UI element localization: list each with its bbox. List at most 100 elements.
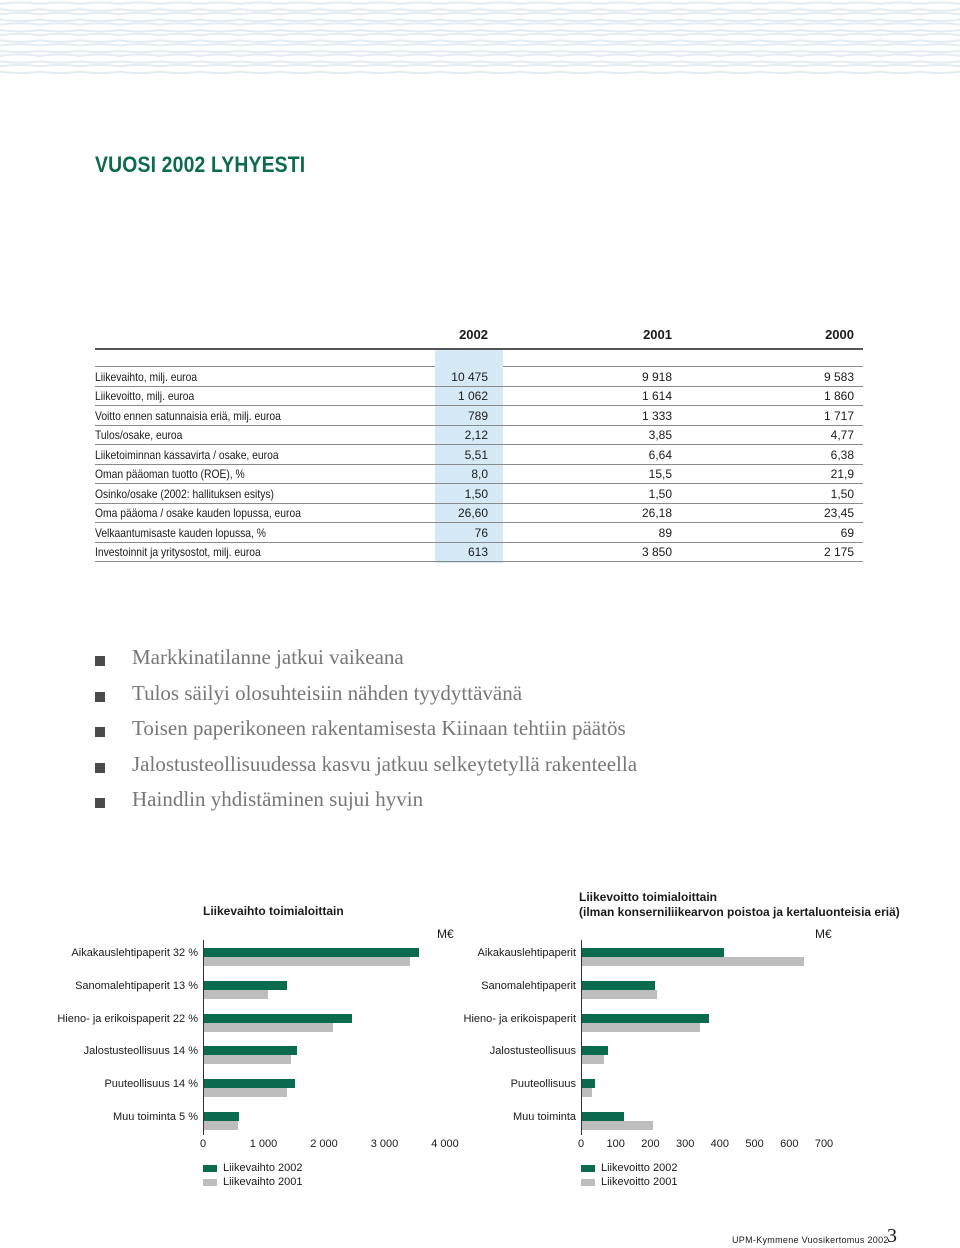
category-label: Sanomalehtipaperit	[481, 979, 576, 992]
liikevaihto-chart: Liikevaihto toimialoittain M€ Aikakausleht…	[0, 880, 480, 1200]
value-2001: 15,5	[648, 467, 672, 481]
bar-previous-year	[582, 1121, 654, 1130]
row-label: Oman pääoman tuotto (ROE), %	[95, 467, 245, 481]
table-row: Liiketoiminnan kassavirta / osake, euroa…	[95, 445, 863, 465]
legend-item: Liikevoitto 2002	[581, 1162, 677, 1174]
bar-current-year	[582, 1112, 624, 1121]
legend-label: Liikevoitto 2001	[601, 1176, 678, 1188]
value-2000: 4,77	[830, 428, 854, 442]
x-tick-label: 4 000	[431, 1138, 459, 1150]
value-2002: 8,0	[471, 467, 488, 481]
current-year-highlight-column	[435, 349, 503, 563]
value-2001: 3,85	[648, 428, 672, 442]
chart-y-axis	[581, 940, 582, 1135]
value-2000: 6,38	[830, 447, 854, 462]
row-label: Oma pääoma / osake kauden lopussa, euroa	[95, 506, 301, 520]
x-tick-label: 2 000	[310, 1138, 338, 1150]
chart-title: Liikevaihto toimialoittain	[203, 904, 344, 919]
value-2001: 1 614	[641, 389, 672, 403]
bar-previous-year	[582, 957, 805, 966]
table-row: Liikevaihto, milj. euroa 10 475 9 918 9 583	[95, 367, 863, 387]
category-label: Jalostusteollisuus	[489, 1045, 576, 1058]
table-row: Oma pääoma / osake kauden lopussa, euroa…	[95, 504, 863, 523]
value-2000: 69	[840, 525, 854, 540]
x-tick-label: 200	[641, 1138, 660, 1150]
bar-current-year	[204, 1079, 295, 1089]
x-tick-label: 3 000	[370, 1138, 399, 1150]
highlight-text: Jalostusteollisuudessa kasvu jatkuu selk…	[132, 751, 638, 776]
table-row: Investoinnit ja yritysostot, milj. euroa…	[95, 543, 863, 562]
x-tick-label: 400	[710, 1138, 730, 1150]
value-2000: 2 175	[823, 545, 854, 559]
x-tick-label: 700	[814, 1138, 834, 1150]
category-label: Puuteollisuus 14 %	[104, 1078, 198, 1091]
decorative-wave-line	[0, 39, 960, 43]
row-label: Liiketoiminnan kassavirta / osake, euroa	[95, 447, 279, 462]
bar-previous-year	[204, 957, 410, 966]
bar-previous-year	[204, 1055, 292, 1065]
value-2000: 1,50	[830, 486, 854, 501]
footer-publication: UPM-Kymmene Vuosikertomus 2002	[732, 1235, 889, 1245]
bar-current-year	[204, 1013, 353, 1023]
decorative-wave-line	[0, 60, 960, 64]
legend-swatch	[203, 1164, 217, 1172]
category-label: Muu toiminta 5 %	[113, 1111, 198, 1123]
bar-current-year	[582, 980, 655, 990]
square-bullet-icon	[95, 691, 105, 702]
year-header-2001: 2001	[643, 327, 672, 342]
value-2001: 1,50	[648, 486, 672, 501]
decorative-wave-line	[0, 70, 960, 75]
value-2002: 5,51	[464, 447, 488, 462]
value-2002: 1,50	[464, 486, 488, 501]
value-2001: 9 918	[641, 369, 672, 384]
value-2002: 10 475	[451, 369, 488, 384]
x-tick-label: 0	[577, 1138, 585, 1150]
unit-label: M€	[815, 927, 832, 941]
value-2000: 1 717	[823, 408, 854, 423]
decorative-wave-line	[0, 11, 960, 16]
bar-current-year	[204, 980, 288, 990]
decorative-wave-line	[0, 1, 960, 6]
highlight-text: Haindlin yhdistäminen sujui hyvin	[132, 787, 424, 811]
table-row: Tulos/osake, euroa 2,12 3,85 4,77	[95, 426, 863, 445]
highlight-text: Tulos säilyi olosuhteisiin nähden tyydyt…	[132, 680, 523, 705]
decorative-wave-pattern	[0, 1, 960, 75]
legend-swatch	[581, 1164, 595, 1172]
chart-y-axis	[203, 940, 204, 1135]
value-2002: 789	[467, 408, 488, 423]
value-2002: 1 062	[457, 389, 488, 403]
decorative-wave-line	[0, 22, 960, 26]
value-2002: 2,12	[464, 428, 488, 442]
bar-previous-year	[204, 1022, 333, 1032]
row-label: Investoinnit ja yritysostot, milj. euroa	[95, 545, 261, 559]
value-2001: 1 333	[641, 408, 672, 423]
legend-swatch	[581, 1178, 595, 1186]
x-tick-label: 500	[745, 1138, 764, 1150]
value-2001: 26,18	[641, 506, 672, 520]
legend-label: Liikevoitto 2002	[601, 1162, 678, 1174]
decorative-wave-line	[0, 8, 960, 12]
bar-current-year	[582, 948, 725, 957]
bar-previous-year	[204, 1121, 238, 1130]
legend-label: Liikevaihto 2002	[223, 1162, 303, 1174]
chart-subtitle: (ilman konserniliikearvon poistoa ja ker…	[579, 905, 900, 919]
category-label: Puuteollisuus	[510, 1078, 576, 1091]
liikevoitto-chart: Liikevoitto toimialoittain (ilman konsern…	[464, 880, 960, 1200]
value-2001: 3 850	[641, 545, 672, 559]
value-2001: 6,64	[648, 447, 672, 462]
value-2002: 613	[467, 545, 488, 559]
bar-current-year	[582, 1046, 609, 1056]
decorative-wave-line	[0, 63, 960, 68]
bar-current-year	[204, 1112, 240, 1121]
category-label: Hieno- ja erikoispaperit 22 %	[57, 1012, 198, 1025]
category-label: Aikakauslehtipaperit	[477, 947, 576, 959]
legend-swatch	[203, 1178, 217, 1186]
decorative-wave-line	[0, 43, 960, 47]
value-2001: 89	[658, 525, 672, 540]
table-row: Liikevoitto, milj. euroa 1 062 1 614 1 860	[95, 387, 863, 406]
bar-previous-year	[582, 1022, 701, 1032]
category-label: Jalostusteollisuus 14 %	[83, 1045, 198, 1058]
chart-title-main: Liikevoitto toimialoittain	[579, 890, 718, 904]
key-figures-table: 2002 2001 2000 Liikevaihto, milj. euroa 1…	[95, 322, 863, 563]
legend-label: Liikevaihto 2001	[223, 1176, 303, 1188]
